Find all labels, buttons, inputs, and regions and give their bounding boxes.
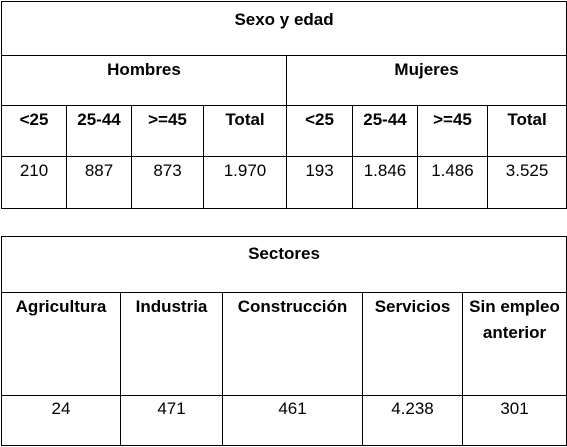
header-sin-empleo-anterior-label: Sin empleo anterior xyxy=(469,297,560,342)
header-agricultura: Agricultura xyxy=(1,292,121,396)
header-hombres-total: Total xyxy=(203,105,287,157)
group-mujeres: Mujeres xyxy=(285,55,567,106)
header-servicios: Servicios xyxy=(362,292,463,396)
value-mujeres-lt25: 193 xyxy=(286,156,353,209)
header-hombres-25-44: 25-44 xyxy=(66,105,132,157)
value-construccion: 461 xyxy=(222,395,363,446)
header-mujeres-ge45: >=45 xyxy=(417,105,488,157)
header-mujeres-total: Total xyxy=(486,105,567,157)
value-mujeres-total: 3.525 xyxy=(486,156,567,209)
header-mujeres-lt25: <25 xyxy=(286,105,353,157)
header-construccion: Construcción xyxy=(222,292,363,396)
value-hombres-total: 1.970 xyxy=(203,156,287,209)
value-mujeres-25-44: 1.846 xyxy=(352,156,418,209)
group-hombres: Hombres xyxy=(1,55,287,106)
sectores-title: Sectores xyxy=(0,236,567,293)
sexo-edad-table: Sexo y edad Hombres Mujeres <25 25-44 >=… xyxy=(0,1,567,209)
value-industria: 471 xyxy=(120,395,223,446)
sexo-edad-title: Sexo y edad xyxy=(0,1,567,56)
header-industria: Industria xyxy=(120,292,223,396)
value-hombres-25-44: 887 xyxy=(66,156,132,209)
value-sin-empleo-anterior: 301 xyxy=(461,395,567,446)
header-sin-empleo-anterior: Sin empleo anterior xyxy=(461,292,567,396)
header-hombres-ge45: >=45 xyxy=(131,105,204,157)
header-mujeres-25-44: 25-44 xyxy=(352,105,418,157)
value-agricultura: 24 xyxy=(1,395,121,446)
value-mujeres-ge45: 1.486 xyxy=(417,156,488,209)
value-hombres-ge45: 873 xyxy=(131,156,204,209)
sectores-table: Sectores Agricultura Industria Construcc… xyxy=(0,236,567,446)
value-servicios: 4.238 xyxy=(362,395,463,446)
value-hombres-lt25: 210 xyxy=(1,156,67,209)
header-hombres-lt25: <25 xyxy=(1,105,67,157)
